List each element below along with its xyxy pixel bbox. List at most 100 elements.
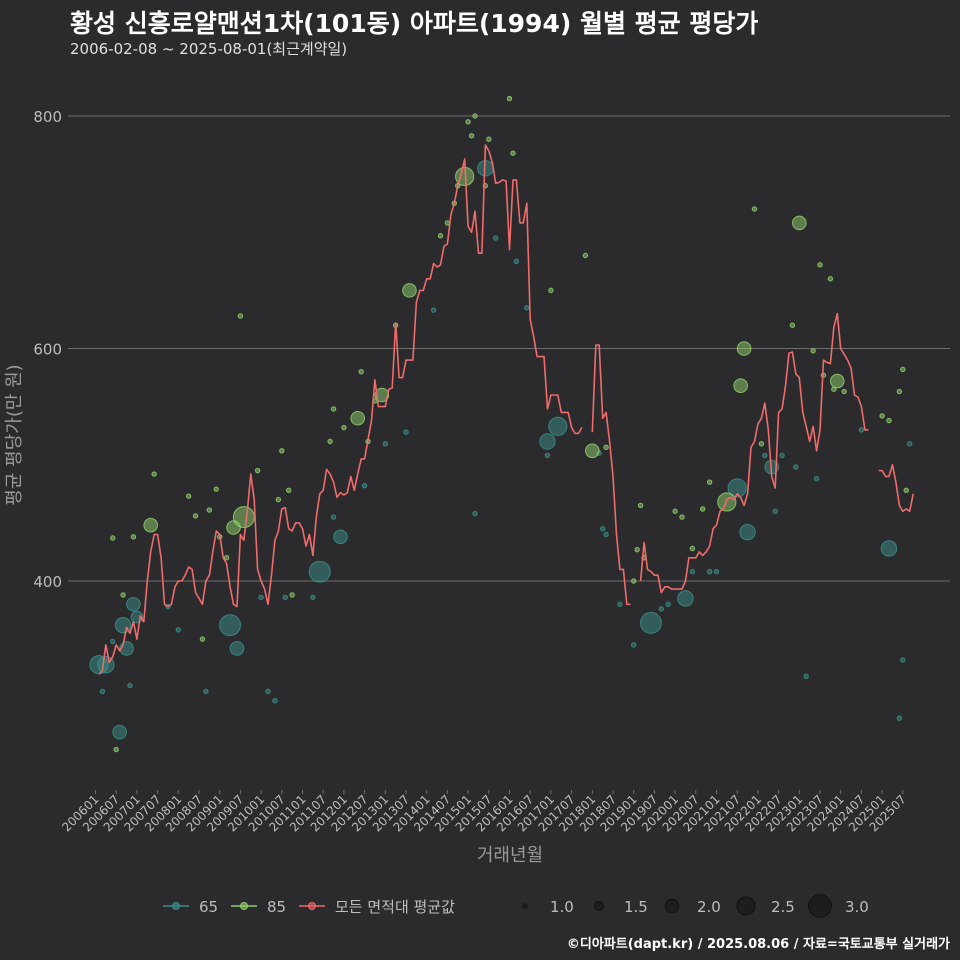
- point-65: [524, 305, 530, 311]
- point-85: [279, 448, 285, 454]
- point-85: [733, 378, 748, 394]
- point-85: [829, 373, 845, 389]
- legend-label: 85: [267, 898, 286, 916]
- point-65: [330, 514, 337, 520]
- point-85: [582, 252, 589, 259]
- point-85: [706, 479, 713, 485]
- point-85: [341, 424, 347, 431]
- point-85: [185, 493, 192, 499]
- legend-size-dot: [736, 896, 756, 916]
- point-85: [486, 136, 492, 142]
- point-85: [879, 413, 885, 419]
- legend-size-label: 1.5: [624, 898, 648, 916]
- point-85: [896, 388, 903, 395]
- point-85: [110, 535, 116, 541]
- point-85: [736, 341, 752, 356]
- point-65: [333, 529, 348, 545]
- point-65: [900, 657, 906, 663]
- legend-size-dot: [808, 894, 832, 918]
- point-85: [437, 233, 444, 239]
- point-65: [361, 482, 368, 489]
- point-85: [468, 133, 475, 139]
- grid-layer: [68, 115, 950, 582]
- point-85: [700, 506, 706, 512]
- point-65: [665, 601, 671, 607]
- point-65: [727, 478, 747, 498]
- point-65: [126, 596, 141, 612]
- point-85: [206, 507, 213, 513]
- point-65: [382, 441, 388, 447]
- legend-label: 65: [199, 898, 218, 916]
- point-65: [631, 642, 637, 648]
- point-65: [713, 569, 720, 575]
- point-65: [229, 641, 245, 656]
- point-85: [130, 534, 137, 540]
- point-65: [310, 594, 316, 600]
- point-85: [192, 513, 199, 519]
- point-85: [751, 206, 758, 212]
- point-65: [203, 688, 209, 695]
- point-65: [493, 235, 499, 241]
- point-85: [113, 746, 119, 753]
- legend-dot-1: [240, 902, 248, 910]
- point-65: [803, 673, 809, 680]
- point-65: [793, 464, 799, 470]
- point-65: [813, 476, 820, 482]
- point-85: [402, 283, 417, 298]
- point-85: [817, 262, 823, 268]
- point-65: [603, 531, 609, 538]
- point-65: [548, 416, 568, 436]
- average-line-layer: [98, 144, 914, 675]
- legend-size-label: 1.0: [550, 898, 574, 916]
- legend-size-label: 3.0: [845, 898, 869, 916]
- point-85: [472, 113, 478, 119]
- point-85: [792, 215, 807, 231]
- point-65: [99, 688, 106, 695]
- point-65: [677, 590, 694, 607]
- point-85: [213, 486, 219, 492]
- point-65: [175, 627, 182, 633]
- point-65: [265, 688, 271, 695]
- legend-size-label: 2.5: [771, 898, 795, 916]
- average-line: [639, 312, 869, 594]
- y-tick-label: 600: [33, 341, 62, 359]
- point-65: [689, 569, 696, 575]
- point-85: [900, 366, 906, 373]
- point-85: [810, 348, 816, 354]
- point-65: [430, 307, 437, 313]
- point-65: [282, 594, 288, 600]
- point-85: [827, 276, 834, 282]
- point-85: [151, 471, 157, 477]
- point-65: [762, 452, 768, 459]
- point-65: [472, 510, 478, 517]
- legend-dot-2: [308, 902, 316, 910]
- average-line: [591, 344, 631, 606]
- point-65: [599, 525, 606, 532]
- legend-label: 모든 면적대 평균값: [335, 898, 455, 916]
- point-65: [539, 433, 556, 450]
- point-65: [403, 429, 409, 435]
- chart-subtitle: 2006-02-08 ~ 2025-08-01(최근계약일): [70, 40, 348, 58]
- legend-dot-0: [172, 902, 180, 910]
- legend: 65 85 모든 면적대 평균값 1.0 1.5 2.0 2.5 3.0: [163, 894, 869, 918]
- legend-size-dot: [664, 898, 680, 914]
- average-line: [878, 464, 914, 513]
- point-85: [254, 467, 261, 474]
- point-65: [907, 441, 913, 447]
- source-caption: ©디아파트(dapt.kr) / 2025.08.06 / 자료=국토교통부 실…: [566, 937, 950, 952]
- y-tick-label: 800: [33, 108, 62, 126]
- x-axis-label: 거래년월: [477, 845, 543, 866]
- point-85: [689, 545, 696, 552]
- point-65: [112, 724, 127, 740]
- point-65: [639, 611, 662, 634]
- point-65: [308, 560, 331, 583]
- point-85: [585, 443, 600, 459]
- point-65: [772, 508, 778, 514]
- point-85: [358, 369, 364, 375]
- average-line: [98, 144, 583, 675]
- point-85: [199, 636, 206, 642]
- point-85: [679, 514, 685, 520]
- point-65: [739, 523, 756, 541]
- point-85: [330, 406, 337, 412]
- point-85: [758, 441, 765, 447]
